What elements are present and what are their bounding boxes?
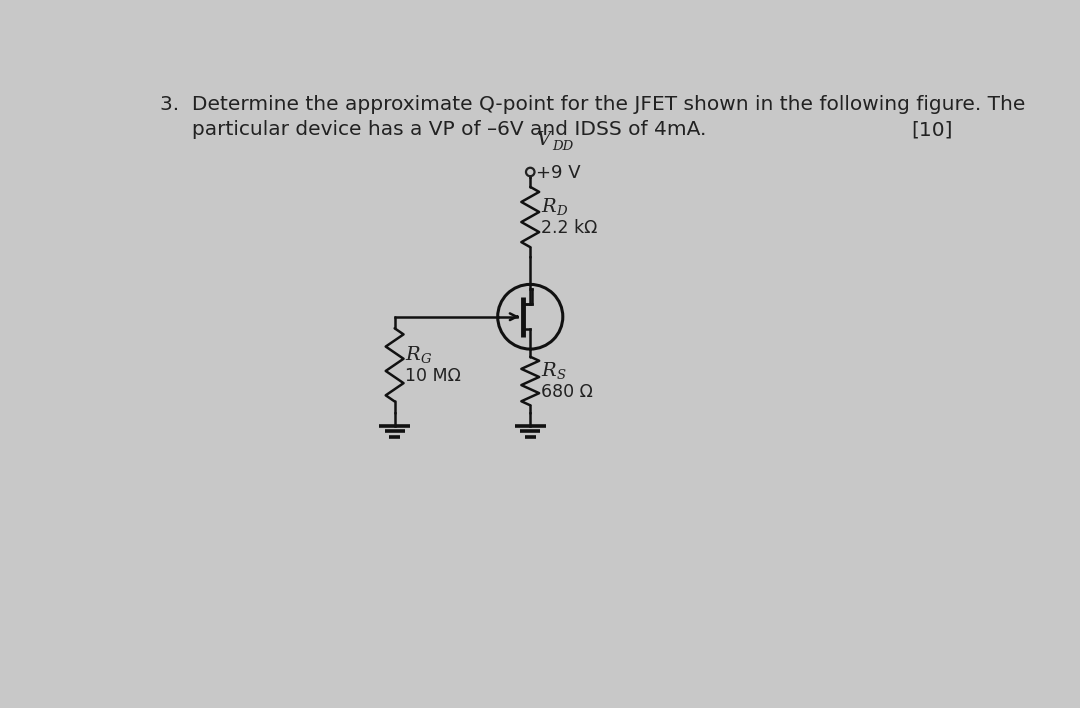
Text: +9 V: +9 V — [536, 164, 580, 181]
Text: G: G — [421, 353, 432, 366]
Text: 10 MΩ: 10 MΩ — [405, 367, 461, 384]
Text: R: R — [541, 362, 556, 380]
Text: 680 Ω: 680 Ω — [541, 383, 593, 401]
Text: S: S — [556, 369, 566, 382]
Text: 2.2 kΩ: 2.2 kΩ — [541, 219, 597, 236]
Text: V: V — [536, 131, 550, 149]
Text: 3.  Determine the approximate Q-point for the JFET shown in the following figure: 3. Determine the approximate Q-point for… — [160, 95, 1025, 114]
Text: particular device has a VP of –6V and IDSS of 4mA.: particular device has a VP of –6V and ID… — [160, 120, 706, 139]
Text: R: R — [405, 346, 420, 364]
Text: D: D — [556, 205, 567, 218]
Text: DD: DD — [552, 139, 573, 153]
Text: R: R — [541, 198, 556, 216]
Text: [10]: [10] — [912, 120, 953, 139]
